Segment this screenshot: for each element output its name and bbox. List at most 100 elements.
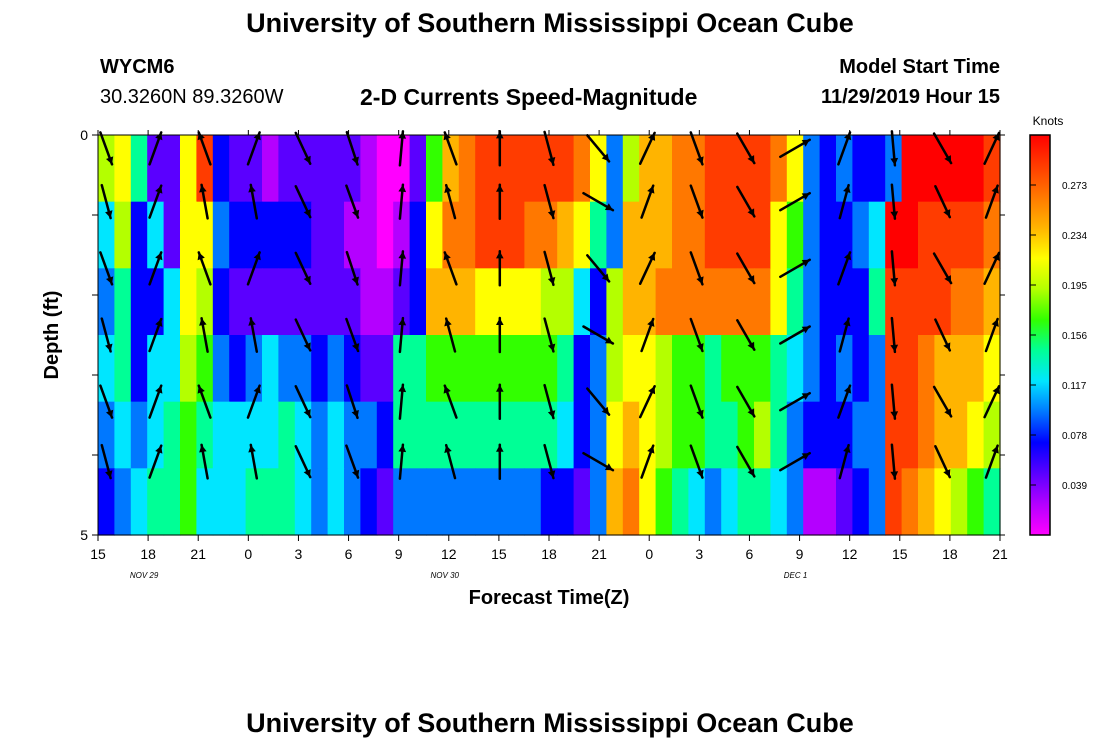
heatmap-cell [212,401,230,469]
heatmap-cell [557,135,575,203]
heatmap-cell [508,135,525,203]
heatmap-cell [114,335,132,403]
heatmap-cell [508,468,525,536]
x-tick-label: 6 [345,546,353,562]
heatmap-cell [754,201,771,269]
heatmap-cell [212,335,230,403]
current-arrow [199,317,209,353]
heatmap-cell [688,335,706,403]
current-arrow [586,387,611,416]
heatmap-cell [655,268,673,336]
heatmap-cell [688,201,706,269]
heatmap-cell [163,468,181,536]
heatmap-cell [606,201,624,269]
heatmap-cell [409,135,427,203]
current-arrow [638,251,656,285]
heatmap-cell [344,135,361,203]
current-arrow [197,384,212,419]
x-axis: 15 18 21 0 3 6 9 12 15 18 21 0 3 6 9 12 15 18 21 NOV 29 NOV … [90,130,1008,580]
current-arrow [246,384,261,419]
current-arrow [496,250,504,287]
heatmap-cell [130,268,148,336]
heatmap-cell [196,201,214,269]
current-arrow [246,251,261,286]
heatmap-cell [180,335,197,403]
current-arrow [444,443,457,480]
heatmap-cell [376,268,394,336]
heatmap-cell [229,268,247,336]
heatmap-cell [327,201,345,269]
date-label: NOV 29 [130,571,159,580]
heatmap-cell [360,401,378,469]
current-arrow [779,451,811,472]
heatmap-cell [590,268,607,336]
heatmap-cell [672,135,689,203]
heatmap-cell [245,201,263,269]
heatmap-cell [180,268,197,336]
current-arrow [586,134,611,163]
heatmap-cell [409,268,427,336]
heatmap-cell [360,201,378,269]
x-tick-label: 21 [591,546,607,562]
colorbar-tick-label: 0.078 [1062,431,1087,442]
current-arrow [984,444,999,479]
heatmap-cell [590,468,607,536]
heatmap-cell [262,468,279,536]
heatmap-cell [311,201,329,269]
heatmap-cell [426,335,443,403]
heatmap-cell [704,201,722,269]
heatmap-cell [819,468,837,536]
heatmap-cell [721,468,739,536]
x-tick-label: 0 [244,546,252,562]
current-arrow [779,325,811,345]
heatmap-cell [885,468,903,536]
current-arrow [983,251,1001,285]
heatmap-cell [901,268,919,336]
heatmap-cell [114,268,132,336]
current-arrow [148,317,163,353]
page-title: University of Southern Mississippi Ocean… [246,8,854,38]
heatmap-cell [721,135,739,203]
heatmap-cell [491,335,509,403]
heatmap-cell [98,468,115,536]
heatmap-cell [672,201,689,269]
colorbar-tick-label: 0.273 [1062,181,1087,192]
heatmap-cell [376,201,394,269]
current-arrow [736,385,756,418]
heatmap-cell [901,135,919,203]
model-start-value: 11/29/2019 Hour 15 [820,86,1000,108]
heatmap-cell [393,135,411,203]
heatmap-cell [508,401,525,469]
current-arrow [837,384,852,419]
heatmap-cell [491,201,509,269]
heatmap-cell [770,201,788,269]
heatmap-cell [114,401,132,469]
date-label: NOV 30 [431,571,460,580]
heatmap-cell [573,135,591,203]
heatmap-cell [245,468,263,536]
heatmap-cell [622,468,640,536]
heatmap-cell [130,135,148,203]
current-arrow [736,132,756,165]
heatmap-cell [819,135,837,203]
current-arrow [932,252,953,285]
heatmap-cell [426,468,443,536]
current-arrow [148,251,163,286]
heatmap-cell [901,201,919,269]
heatmap-cell [573,201,591,269]
heatmap-cell [819,335,837,403]
heatmap-cell [934,201,952,269]
heatmap-cell [606,401,624,469]
heatmap-cell [622,268,640,336]
x-tick-label: 18 [541,546,557,562]
heatmap-cell [918,201,935,269]
heatmap-cell [573,268,591,336]
heatmap-cell [327,335,345,403]
heatmap-cell [262,401,279,469]
heatmap-cell [737,268,755,336]
current-arrow [934,185,952,219]
current-arrow [890,383,899,420]
heatmap-cell [901,468,919,536]
heatmap-cell [868,135,886,203]
current-arrow [294,251,312,285]
